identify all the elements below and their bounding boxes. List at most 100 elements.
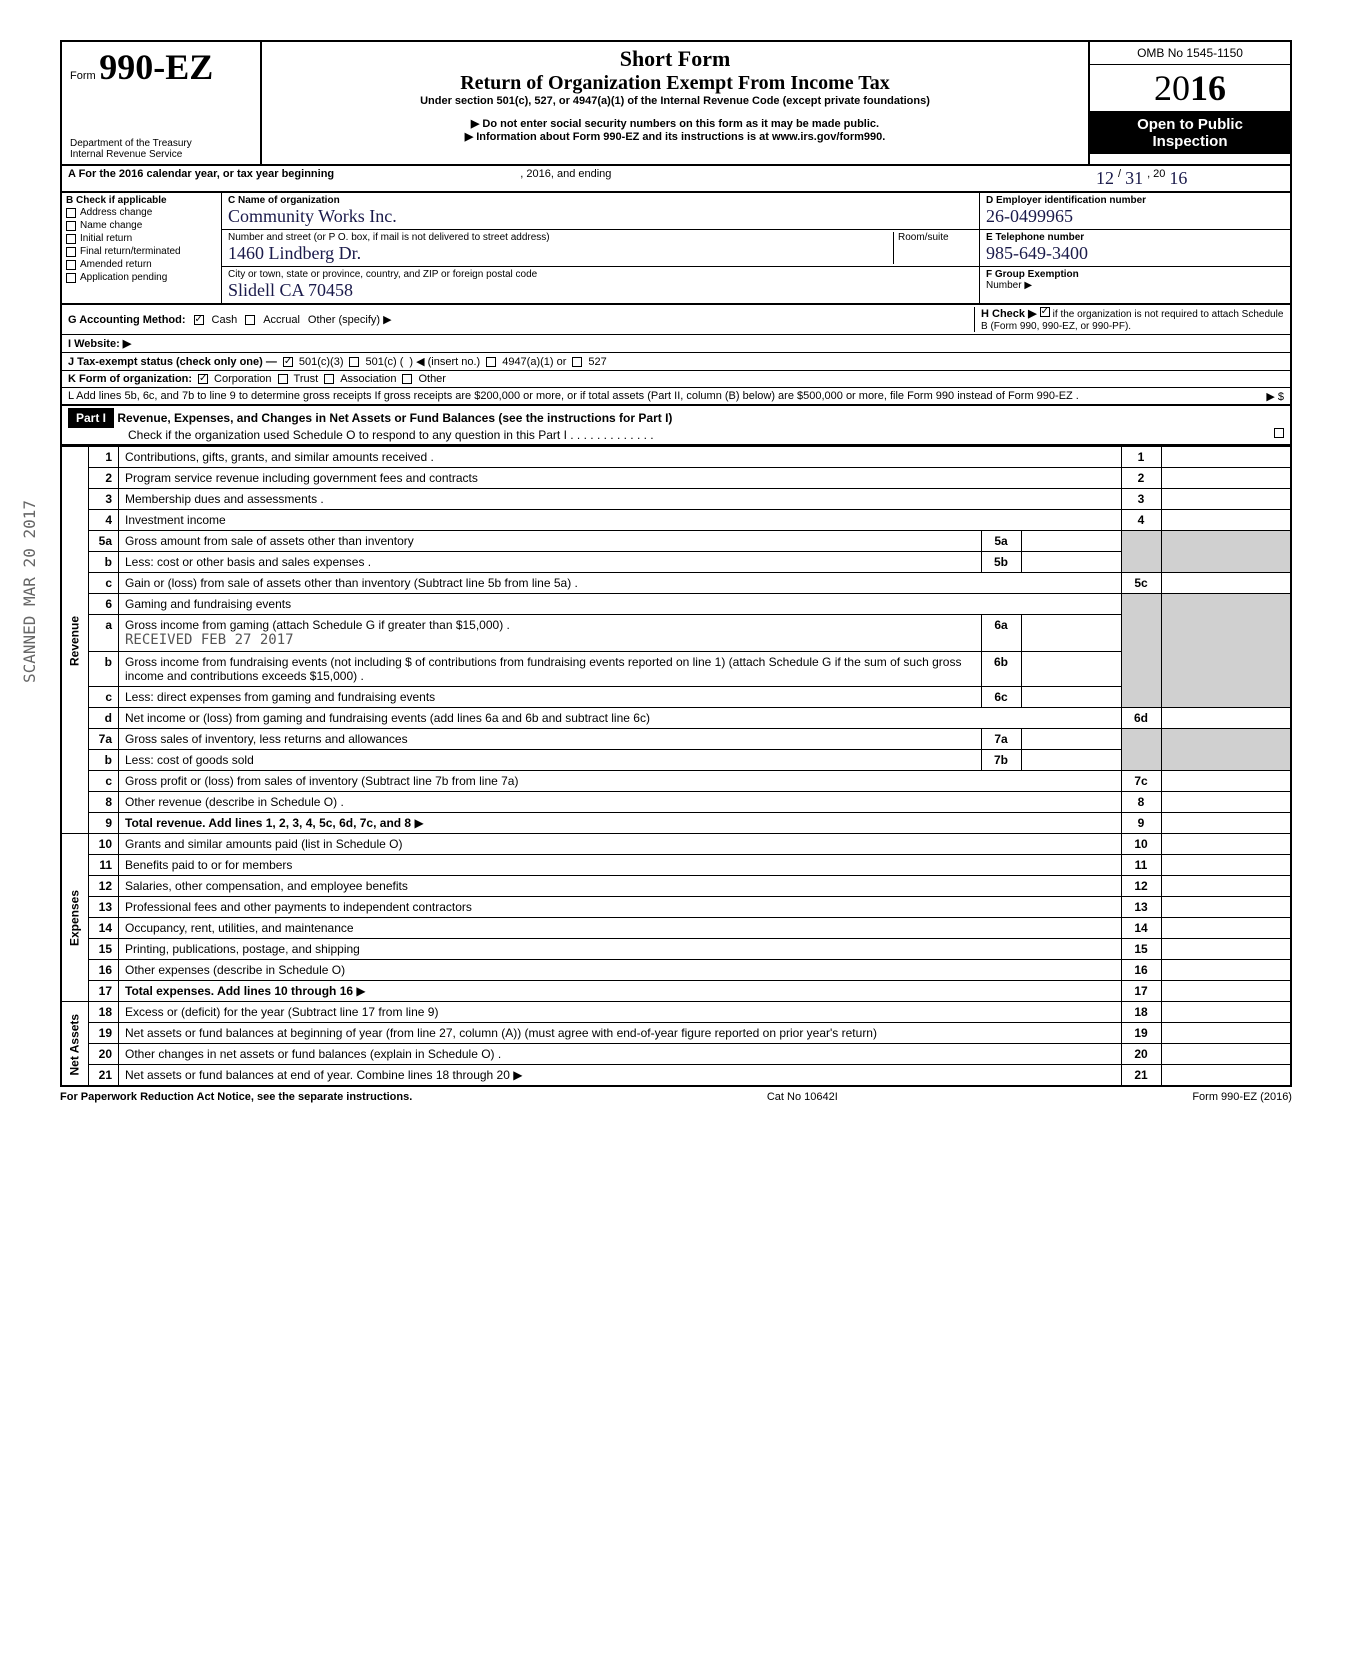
expenses-label: Expenses xyxy=(61,834,89,1002)
lbl-527: 527 xyxy=(588,356,606,368)
line-13: Professional fees and other payments to … xyxy=(125,900,472,914)
lbl-501c: 501(c) ( xyxy=(365,356,403,368)
form-number: 990-EZ xyxy=(99,47,213,87)
chk-k-other[interactable] xyxy=(402,374,412,384)
c-label: C Name of organization xyxy=(228,195,340,206)
open-public-1: Open to Public xyxy=(1094,116,1286,133)
line-6a: Gross income from gaming (attach Schedul… xyxy=(125,618,510,632)
lbl-initial: Initial return xyxy=(80,233,132,244)
line-2: Program service revenue including govern… xyxy=(125,471,478,485)
line-3: Membership dues and assessments . xyxy=(125,492,324,506)
line-15: Printing, publications, postage, and shi… xyxy=(125,942,360,956)
line-7c: Gross profit or (loss) from sales of inv… xyxy=(125,774,518,788)
j-label: J Tax-exempt status (check only one) — xyxy=(68,356,277,368)
chk-pending[interactable] xyxy=(66,273,76,283)
k-label: K Form of organization: xyxy=(68,373,192,385)
b-label: B Check if applicable xyxy=(66,195,167,206)
chk-501c3[interactable] xyxy=(283,357,293,367)
end-year: 16 xyxy=(1169,168,1187,189)
lbl-insert: ) ◀ (insert no.) xyxy=(409,355,480,368)
lbl-trust: Trust xyxy=(294,373,319,385)
line-6: Gaming and fundraising events xyxy=(125,597,291,611)
chk-final[interactable] xyxy=(66,247,76,257)
line-14: Occupancy, rent, utilities, and maintena… xyxy=(125,921,354,935)
year-bold: 16 xyxy=(1190,68,1226,108)
sub2: ▶ Do not enter social security numbers o… xyxy=(270,117,1080,130)
e-label: E Telephone number xyxy=(986,232,1084,243)
line-5a: Gross amount from sale of assets other t… xyxy=(125,534,414,548)
footer-right: Form 990-EZ (2016) xyxy=(1192,1091,1292,1103)
sub1: Under section 501(c), 527, or 4947(a)(1)… xyxy=(270,95,1080,107)
lbl-k-other: Other xyxy=(418,373,446,385)
part-i-row: Part I Revenue, Expenses, and Changes in… xyxy=(60,406,1292,446)
end-month: 12 xyxy=(1096,168,1114,189)
year-prefix: 20 xyxy=(1154,68,1190,108)
chk-trust[interactable] xyxy=(278,374,288,384)
line-5b: Less: cost or other basis and sales expe… xyxy=(125,555,371,569)
i-label: I Website: ▶ xyxy=(68,337,131,350)
line-10: Grants and similar amounts paid (list in… xyxy=(125,837,402,851)
lbl-address-change: Address change xyxy=(80,207,152,218)
addr-label: Number and street (or P O. box, if mail … xyxy=(228,232,550,243)
lbl-corp: Corporation xyxy=(214,373,271,385)
line-4: Investment income xyxy=(125,513,226,527)
end-year-prefix: , 20 xyxy=(1147,168,1165,189)
lbl-pending: Application pending xyxy=(80,272,167,283)
l-text: L Add lines 5b, 6c, and 7b to line 9 to … xyxy=(68,390,1079,402)
line-7b: Less: cost of goods sold xyxy=(125,753,254,767)
f-sub: Number ▶ xyxy=(986,280,1032,291)
lbl-other-specify: Other (specify) ▶ xyxy=(308,313,392,326)
line-16: Other expenses (describe in Schedule O) xyxy=(125,963,345,977)
phone: 985-649-3400 xyxy=(986,243,1088,263)
chk-4947[interactable] xyxy=(486,357,496,367)
line-7a: Gross sales of inventory, less returns a… xyxy=(125,732,408,746)
irs-label: Internal Revenue Service xyxy=(70,149,252,160)
line-21: Net assets or fund balances at end of ye… xyxy=(125,1068,510,1082)
lines-table: Revenue 1Contributions, gifts, grants, a… xyxy=(60,446,1292,1087)
line-12: Salaries, other compensation, and employ… xyxy=(125,879,408,893)
chk-amended[interactable] xyxy=(66,260,76,270)
lbl-final: Final return/terminated xyxy=(80,246,181,257)
f-label: F Group Exemption xyxy=(986,269,1079,280)
chk-h[interactable] xyxy=(1040,307,1050,317)
received-stamp: RECEIVED FEB 27 2017 xyxy=(125,632,294,648)
short-form-title: Short Form xyxy=(270,46,1080,72)
revenue-label: Revenue xyxy=(61,447,89,834)
part-i-title: Revenue, Expenses, and Changes in Net As… xyxy=(117,411,672,425)
chk-name[interactable] xyxy=(66,221,76,231)
section-bcdef: B Check if applicable Address change Nam… xyxy=(60,193,1292,305)
chk-501c[interactable] xyxy=(349,357,359,367)
line-6c: Less: direct expenses from gaming and fu… xyxy=(125,690,435,704)
form-header: Form 990-EZ Department of the Treasury I… xyxy=(60,40,1292,166)
lbl-name-change: Name change xyxy=(80,220,142,231)
row-a: A For the 2016 calendar year, or tax yea… xyxy=(60,166,1292,193)
chk-part-i[interactable] xyxy=(1274,428,1284,438)
part-i-check: Check if the organization used Schedule … xyxy=(68,428,654,442)
line-9: Total revenue. Add lines 1, 2, 3, 4, 5c,… xyxy=(125,816,411,830)
footer: For Paperwork Reduction Act Notice, see … xyxy=(60,1087,1292,1107)
line-6d: Net income or (loss) from gaming and fun… xyxy=(125,711,650,725)
rows-g-l: G Accounting Method: Cash Accrual Other … xyxy=(60,305,1292,406)
chk-assoc[interactable] xyxy=(324,374,334,384)
footer-left: For Paperwork Reduction Act Notice, see … xyxy=(60,1091,412,1103)
lbl-assoc: Association xyxy=(340,373,396,385)
h-label: H Check ▶ xyxy=(981,308,1037,320)
chk-accrual[interactable] xyxy=(245,315,255,325)
chk-cash[interactable] xyxy=(194,315,204,325)
omb-number: OMB No 1545-1150 xyxy=(1090,42,1290,65)
chk-address[interactable] xyxy=(66,208,76,218)
chk-527[interactable] xyxy=(572,357,582,367)
city-label: City or town, state or province, country… xyxy=(228,269,537,280)
line-18: Excess or (deficit) for the year (Subtra… xyxy=(125,1005,438,1019)
chk-corp[interactable] xyxy=(198,374,208,384)
chk-initial[interactable] xyxy=(66,234,76,244)
end-day: 31 xyxy=(1125,168,1143,189)
return-title: Return of Organization Exempt From Incom… xyxy=(270,72,1080,95)
row-a-label: A For the 2016 calendar year, or tax yea… xyxy=(68,168,334,180)
l-arrow: ▶ $ xyxy=(1266,390,1284,403)
sub3: ▶ Information about Form 990-EZ and its … xyxy=(270,130,1080,143)
open-public-2: Inspection xyxy=(1094,133,1286,150)
lbl-501c3: 501(c)(3) xyxy=(299,356,344,368)
line-5c: Gain or (loss) from sale of assets other… xyxy=(125,576,578,590)
lbl-accrual: Accrual xyxy=(263,314,300,326)
